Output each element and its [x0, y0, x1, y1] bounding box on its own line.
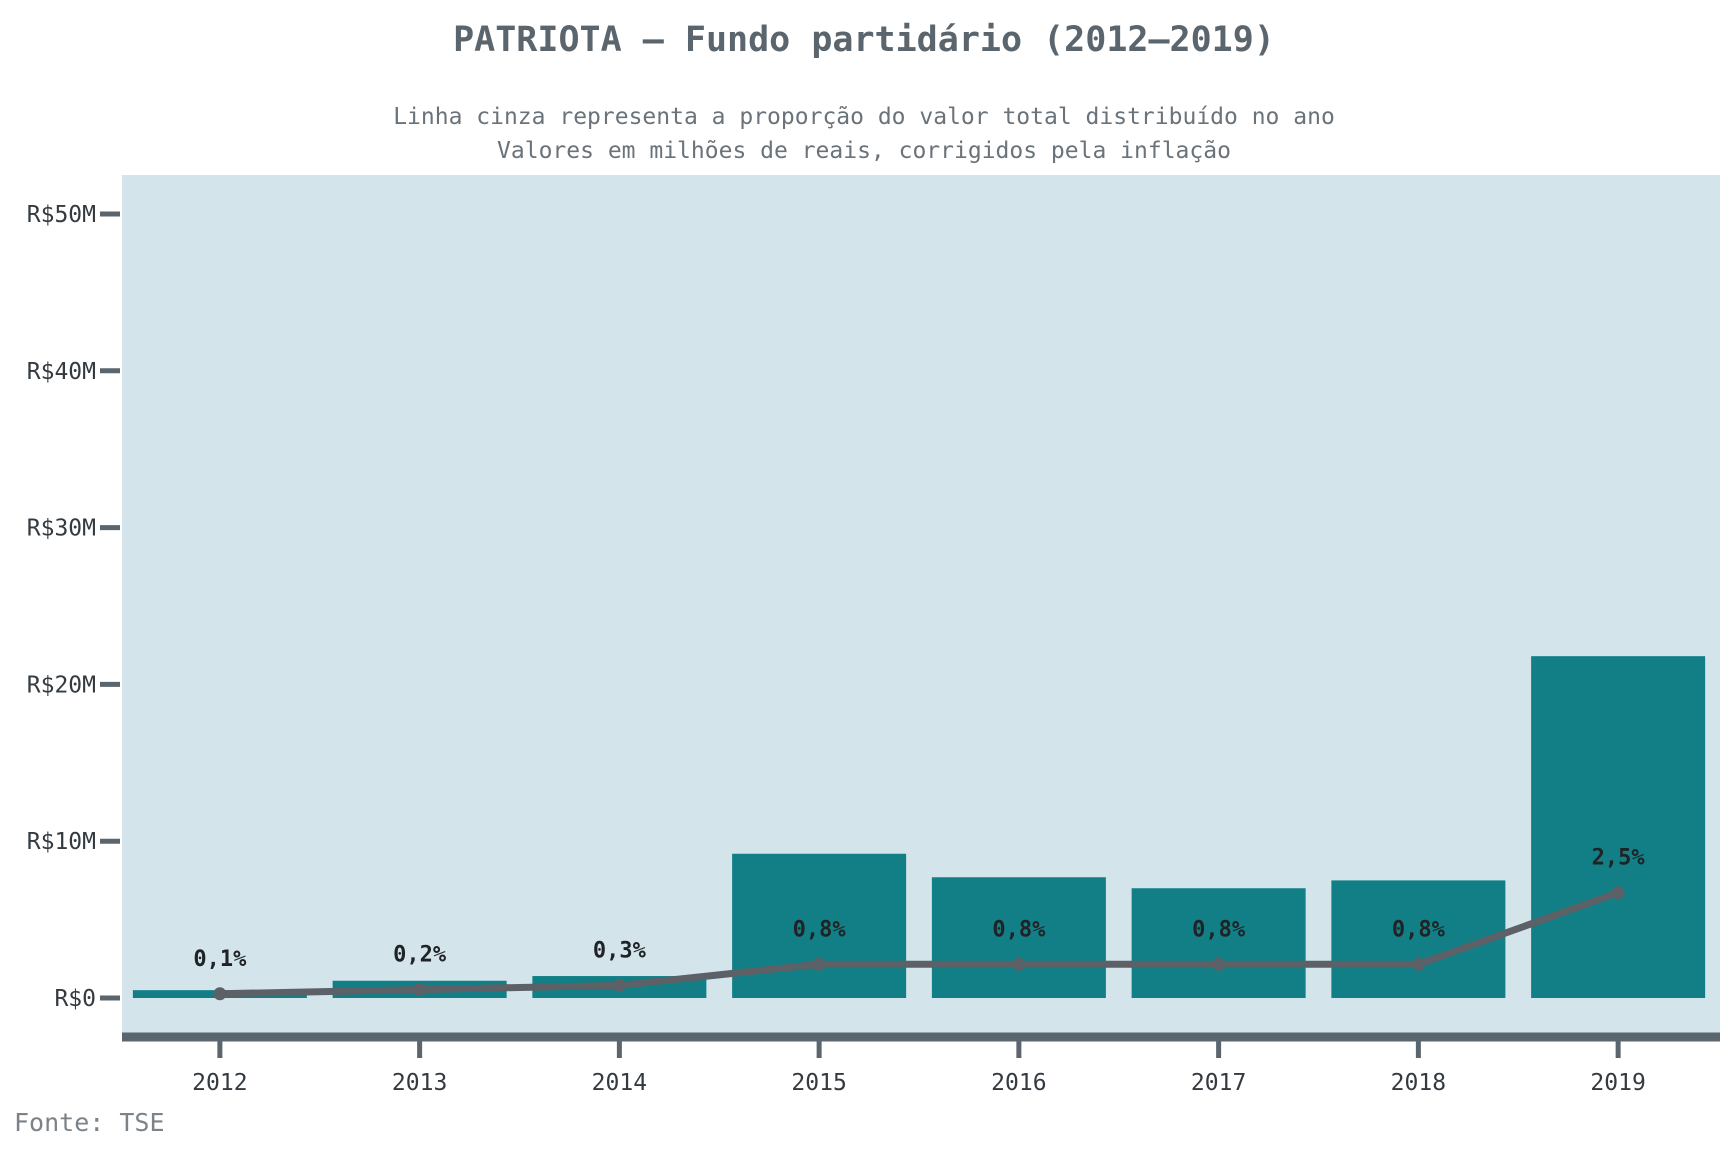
y-tick-label: R$50M	[27, 202, 96, 228]
share-label-2014: 0,3%	[593, 938, 647, 963]
chart-subtitle: Linha cinza representa a proporção do va…	[0, 100, 1728, 168]
share-label-2017: 0,8%	[1192, 917, 1246, 942]
share-label-2018: 0,8%	[1392, 917, 1446, 942]
x-axis: 2012 2013 2014 2015 2016 2017 2018 2019	[122, 1032, 1720, 1096]
labels-layer: 0,1% 0,2% 0,3% 0,8% 0,8% 0,8% 0,8% 2,5%	[193, 846, 1645, 972]
x-tick-label-2018: 2018	[1391, 1070, 1446, 1096]
x-tick-label-2012: 2012	[192, 1070, 247, 1096]
y-tick-label: R$20M	[27, 672, 96, 698]
line-layer	[213, 886, 1625, 1001]
x-tick-label-2015: 2015	[791, 1070, 846, 1096]
share-label-2015: 0,8%	[793, 917, 847, 942]
share-label-2019: 2,5%	[1592, 846, 1646, 871]
share-point-2016	[1012, 957, 1026, 971]
bar-2015	[732, 853, 907, 998]
y-tick-label: R$40M	[27, 359, 96, 385]
bar-2017	[1131, 888, 1306, 998]
x-tick-label-2014: 2014	[592, 1070, 647, 1096]
source-note: Fonte: TSE	[14, 1108, 165, 1137]
share-label-2013: 0,2%	[393, 943, 447, 968]
x-tick-label-2013: 2013	[392, 1070, 447, 1096]
share-point-2018	[1411, 957, 1425, 971]
subtitle-line-1: Linha cinza representa a proporção do va…	[393, 104, 1335, 130]
bar-2018	[1331, 880, 1506, 998]
x-tick-label-2017: 2017	[1191, 1070, 1246, 1096]
subtitle-line-2: Valores em milhões de reais, corrigidos …	[497, 138, 1231, 164]
share-label-2012: 0,1%	[193, 947, 247, 972]
share-label-2016: 0,8%	[992, 917, 1046, 942]
x-tick-label-2019: 2019	[1590, 1070, 1645, 1096]
share-point-2019	[1611, 886, 1625, 900]
y-axis: R$0 R$10M R$20M R$30M R$40M R$50M	[27, 202, 120, 1012]
y-tick-label: R$30M	[27, 516, 96, 542]
share-point-2015	[812, 957, 826, 971]
share-line	[216, 889, 1622, 998]
chart-title: PATRIOTA – Fundo partidário (2012–2019)	[453, 20, 1275, 60]
bar-2016	[931, 877, 1106, 998]
y-tick-label: R$10M	[27, 829, 96, 855]
bar-2019	[1531, 656, 1706, 998]
share-point-2017	[1212, 957, 1226, 971]
x-tick-label-2016: 2016	[991, 1070, 1046, 1096]
share-point-2012	[213, 987, 227, 1001]
share-point-2014	[612, 978, 626, 992]
share-point-2013	[413, 983, 427, 997]
y-tick-label: R$0	[54, 986, 96, 1012]
